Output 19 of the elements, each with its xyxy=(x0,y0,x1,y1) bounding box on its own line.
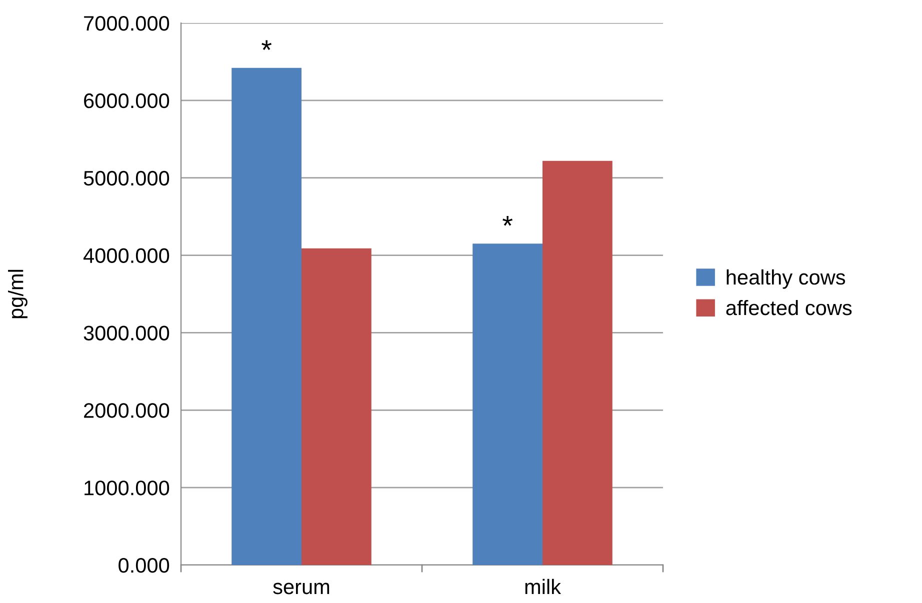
x-tick-label: serum xyxy=(273,582,330,594)
x-tick-label: milk xyxy=(525,578,562,594)
bar xyxy=(542,160,612,565)
annotation: * xyxy=(502,216,513,226)
y-tick-label: 0.000 xyxy=(118,558,170,573)
y-tick-label: 6000.000 xyxy=(84,93,170,108)
legend-label: affected cows xyxy=(726,300,852,316)
y-tick-label: 7000.000 xyxy=(84,16,170,31)
y-tick-label: 1000.000 xyxy=(84,480,170,496)
bar xyxy=(232,68,302,565)
bar xyxy=(302,248,372,565)
y-tick-label: 3000.000 xyxy=(84,326,170,340)
legend-label: healthy cows xyxy=(726,269,846,289)
y-tick-label: 5000.000 xyxy=(84,170,170,186)
y-tick-label: 4000.000 xyxy=(83,248,170,264)
bar xyxy=(472,244,542,565)
y-axis-title: pg/ml xyxy=(8,270,28,318)
annotation: * xyxy=(262,40,272,50)
y-tick-label: 2000.000 xyxy=(84,403,170,418)
